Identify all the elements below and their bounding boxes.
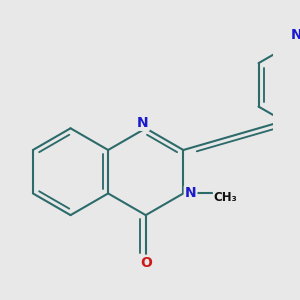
Text: N: N <box>137 116 149 130</box>
Text: CH₃: CH₃ <box>214 190 238 203</box>
Text: O: O <box>140 256 152 270</box>
Text: N: N <box>290 28 300 42</box>
Text: N: N <box>185 186 197 200</box>
